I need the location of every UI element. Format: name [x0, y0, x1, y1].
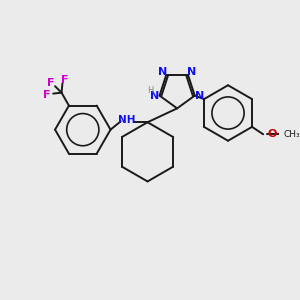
Text: N: N [195, 91, 204, 100]
Text: CH₃: CH₃ [284, 130, 300, 139]
Text: NH: NH [118, 116, 136, 125]
Text: N: N [150, 91, 160, 100]
Text: N: N [187, 67, 196, 77]
Text: N: N [158, 67, 167, 77]
Text: F: F [61, 75, 69, 85]
Text: H: H [147, 85, 154, 94]
Text: O: O [268, 129, 277, 139]
Text: F: F [43, 89, 50, 100]
Text: F: F [47, 78, 54, 88]
